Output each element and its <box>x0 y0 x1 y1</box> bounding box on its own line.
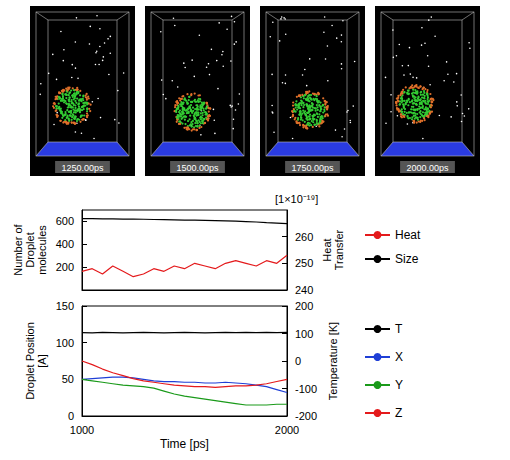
svg-text:Z: Z <box>395 406 402 420</box>
svg-text:200: 200 <box>56 261 74 273</box>
svg-text:240: 240 <box>295 284 313 296</box>
svg-text:100: 100 <box>56 337 74 349</box>
svg-text:2000: 2000 <box>275 424 299 436</box>
svg-text:[A]: [A] <box>36 354 48 367</box>
svg-text:-200: -200 <box>295 410 317 422</box>
svg-text:0: 0 <box>68 410 74 422</box>
svg-text:1000: 1000 <box>70 424 94 436</box>
svg-text:600: 600 <box>56 215 74 227</box>
svg-text:Heat: Heat <box>395 228 421 242</box>
svg-text:Number of: Number of <box>12 223 24 275</box>
svg-text:50: 50 <box>62 373 74 385</box>
svg-text:Y: Y <box>395 378 403 392</box>
svg-text:molecules: molecules <box>36 225 48 275</box>
svg-text:0: 0 <box>295 355 301 367</box>
svg-text:250: 250 <box>295 257 313 269</box>
svg-text:1500.00ps: 1500.00ps <box>176 163 219 173</box>
svg-text:1750.00ps: 1750.00ps <box>291 163 334 173</box>
svg-text:400: 400 <box>56 238 74 250</box>
svg-text:Transfer: Transfer <box>333 229 345 270</box>
svg-text:T: T <box>395 322 403 336</box>
svg-text:2000.00ps: 2000.00ps <box>406 163 449 173</box>
svg-text:Time [ps]: Time [ps] <box>160 437 209 451</box>
svg-text:Droplet: Droplet <box>24 232 36 267</box>
svg-text:-100: -100 <box>295 383 317 395</box>
svg-text:X: X <box>395 350 403 364</box>
svg-text:260: 260 <box>295 231 313 243</box>
svg-text:[1×10⁻¹⁹]: [1×10⁻¹⁹] <box>275 193 318 205</box>
svg-text:1250.00ps: 1250.00ps <box>61 163 104 173</box>
svg-text:Droplet Position: Droplet Position <box>24 322 36 400</box>
svg-text:150: 150 <box>56 300 74 312</box>
svg-text:200: 200 <box>295 300 313 312</box>
svg-text:100: 100 <box>295 328 313 340</box>
svg-text:Size: Size <box>395 252 419 266</box>
svg-text:Heat: Heat <box>321 238 333 261</box>
svg-text:Temperature [K]: Temperature [K] <box>327 322 339 400</box>
